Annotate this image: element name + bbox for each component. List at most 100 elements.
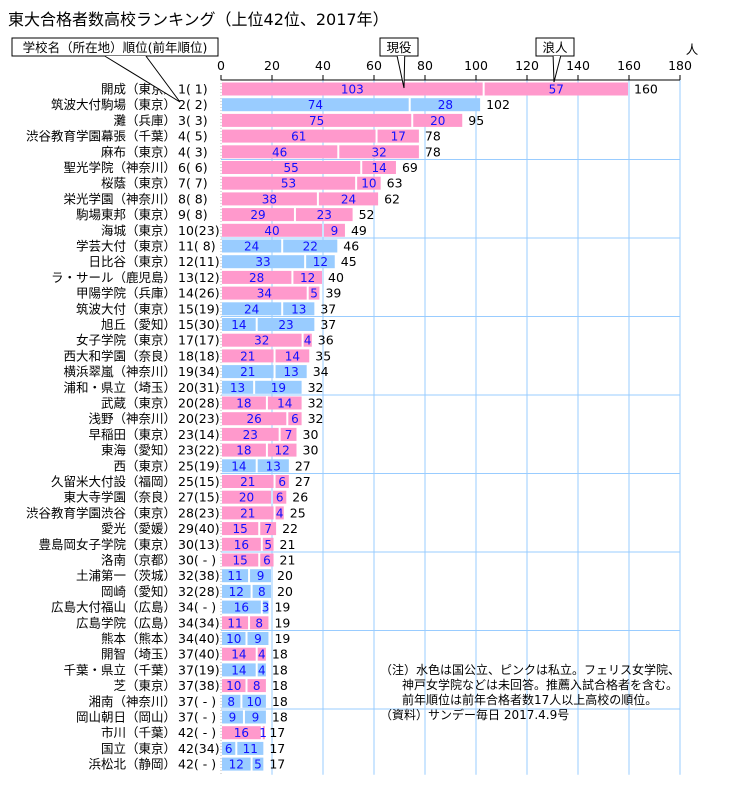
school-name: 東大寺学園（奈良） [63, 490, 176, 505]
bar-ronin [250, 569, 271, 583]
value-current: 10 [226, 632, 241, 646]
value-current: 55 [283, 161, 298, 175]
value-ronin: 13 [266, 459, 281, 473]
school-name: 横浜翠嵐（神奈川） [63, 364, 176, 379]
value-total: 25 [290, 505, 306, 520]
school-name: 駒場東邦（東京） [76, 207, 176, 222]
value-current: 24 [244, 302, 259, 316]
value-ronin: 10 [247, 695, 262, 709]
bar-ronin [257, 318, 315, 331]
bar-current [222, 286, 307, 300]
school-name: 筑波大付（東京） [76, 301, 176, 316]
value-current: 21 [240, 475, 255, 489]
value-total: 69 [402, 160, 418, 175]
school-name: 土浦第一（茨城） [76, 568, 176, 583]
bar-current [222, 694, 241, 708]
school-rank: 8( 8) [178, 191, 208, 206]
school-name: 開智（埼玉） [101, 647, 176, 662]
value-current: 34 [257, 287, 272, 301]
bar-current [222, 365, 274, 379]
school-rank: 34(40) [178, 631, 220, 646]
bar-current [222, 380, 254, 394]
school-rank: 32(38) [178, 568, 220, 583]
value-total: 37 [320, 301, 336, 316]
source-line: （資料）サンデー毎日 2017.4.9号 [380, 708, 570, 722]
value-ronin: 1 [259, 726, 267, 740]
school-rank: 30(13) [178, 537, 220, 552]
school-name: 麻布（東京） [101, 144, 176, 159]
school-rank: 13(12) [178, 270, 220, 285]
value-total: 39 [325, 286, 341, 301]
school-rank: 15(30) [178, 317, 220, 332]
bar-ronin [252, 584, 271, 598]
school-name: 広島大付福山（広島） [51, 600, 176, 615]
bar-ronin [260, 522, 277, 536]
bar-current [222, 349, 274, 363]
bar-ronin [260, 553, 274, 567]
bar-current [222, 741, 236, 755]
value-ronin: 13 [283, 365, 298, 379]
value-ronin: 32 [371, 145, 386, 159]
value-total: 20 [277, 584, 293, 599]
school-rank: 37(19) [178, 662, 220, 677]
bar-current [222, 632, 246, 645]
note-line: 前年順位は前年合格者数17人以上高校の順位。 [402, 693, 658, 707]
school-rank: 14(26) [178, 286, 220, 301]
value-current: 15 [232, 554, 247, 568]
value-ronin: 6 [291, 412, 299, 426]
value-ronin: 9 [252, 711, 260, 725]
school-name: 浦和・県立（埼玉） [63, 380, 176, 395]
bar-ronin [283, 239, 338, 253]
value-total: 19 [274, 615, 290, 630]
school-name: 千葉・県立（千葉） [63, 662, 176, 677]
school-name: 甲陽学院（兵庫） [76, 286, 176, 301]
school-name: 桜蔭（東京） [101, 176, 176, 191]
school-rank: 34( - ) [178, 600, 216, 615]
bar-current [222, 569, 249, 583]
value-total: 78 [425, 144, 441, 159]
value-total: 26 [292, 490, 308, 505]
school-name: 熊本（熊本） [101, 631, 176, 646]
bar-ronin [262, 600, 269, 614]
bar-current [222, 679, 246, 693]
value-ronin: 14 [371, 161, 386, 175]
value-current: 14 [231, 648, 246, 662]
current-callout-box [379, 37, 419, 57]
school-name: 市川（千葉） [101, 725, 176, 740]
school-rank: 11( 8) [178, 239, 216, 254]
value-ronin: 11 [243, 742, 258, 756]
bar-current [222, 553, 259, 567]
label-header-callout-pointer [104, 55, 181, 103]
school-name: 渋谷教育学園渋谷（東京） [26, 505, 176, 520]
school-rank: 37( - ) [178, 710, 216, 725]
bar-ronin [324, 223, 345, 237]
x-tick-label: 120 [515, 58, 539, 73]
school-rank: 4( 3) [178, 144, 208, 159]
x-tick-label: 140 [566, 58, 590, 73]
bar-ronin [413, 113, 463, 127]
value-current: 21 [240, 349, 255, 363]
school-rank: 28(23) [178, 505, 220, 520]
value-total: 63 [387, 176, 403, 191]
bar-current [222, 726, 261, 740]
value-ronin: 57 [549, 83, 564, 97]
school-name: ラ・サール（鹿児島） [51, 270, 176, 285]
school-name: 広島学院（広島） [76, 615, 176, 630]
school-name: 久留米大付設（福岡） [51, 474, 176, 489]
value-current: 18 [236, 397, 251, 411]
bar-ronin [275, 475, 289, 488]
value-ronin: 3 [262, 601, 270, 615]
bar-ronin [357, 176, 381, 190]
value-total: 21 [280, 537, 296, 552]
bar-current [222, 145, 338, 159]
current-callout: 現役 [386, 40, 411, 55]
value-current: 15 [232, 522, 247, 536]
value-total: 78 [425, 129, 441, 144]
school-rank: 15(19) [178, 301, 220, 316]
x-tick-label: 20 [264, 58, 280, 73]
school-rank: 42( - ) [178, 725, 216, 740]
school-name: 日比谷（東京） [88, 254, 176, 269]
bar-ronin [303, 333, 312, 347]
x-tick-label: 60 [366, 58, 382, 73]
bar-current [222, 255, 305, 269]
